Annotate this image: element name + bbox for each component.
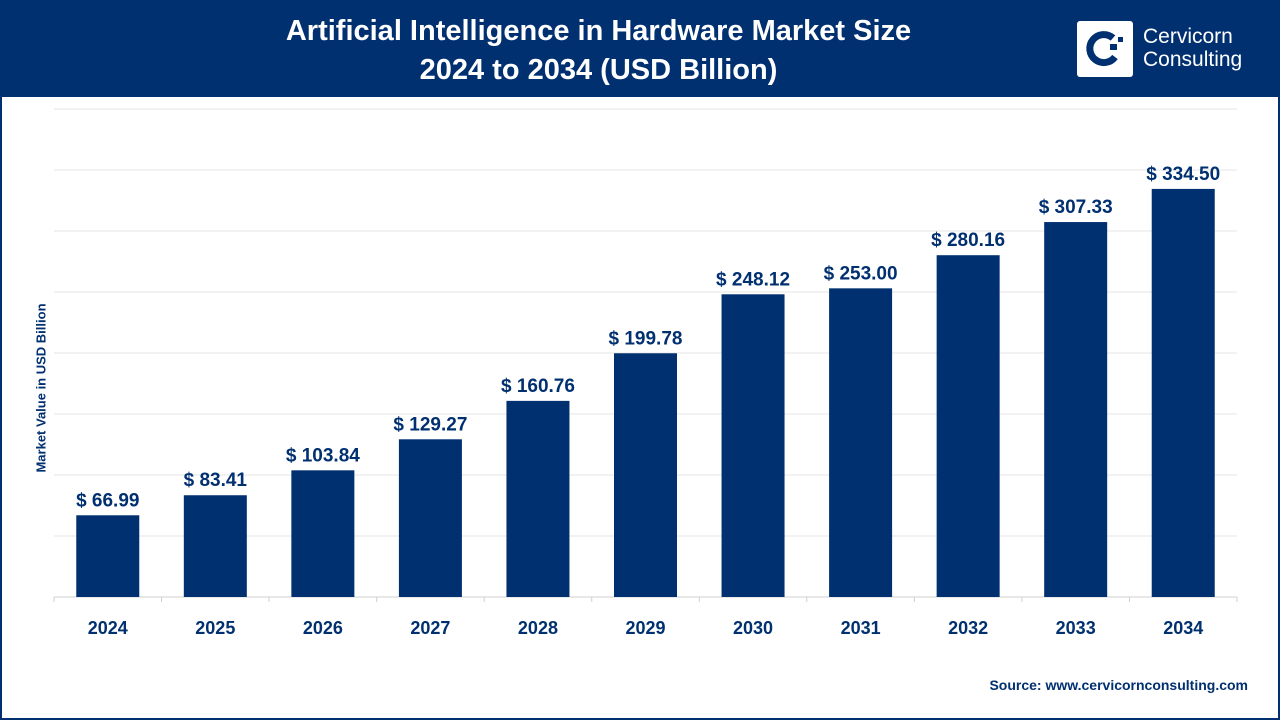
x-tick-label: 2029	[625, 618, 665, 638]
header-banner: Artificial Intelligence in Hardware Mark…	[0, 0, 1280, 97]
cervicorn-logo-icon	[1077, 21, 1133, 77]
logo-line1: Cervicorn	[1143, 25, 1233, 48]
bar-2029	[614, 353, 677, 597]
data-label: $ 129.27	[393, 414, 467, 435]
logo-line2: Consulting	[1143, 48, 1243, 71]
data-label: $ 66.99	[76, 490, 139, 511]
bar-2033	[1044, 222, 1108, 597]
data-label: $ 253.00	[824, 263, 898, 284]
data-label: $ 199.78	[609, 328, 683, 349]
bar-2032	[936, 255, 1000, 597]
bar-2027	[398, 439, 462, 597]
bar-2024	[76, 515, 140, 597]
chart-title-line1: Artificial Intelligence in Hardware Mark…	[285, 15, 912, 47]
bar-2028	[506, 400, 570, 597]
bar-2034	[1151, 188, 1215, 597]
data-label: $ 307.33	[1039, 197, 1113, 218]
x-tick-label: 2030	[733, 618, 773, 638]
data-label: $ 83.41	[184, 470, 248, 491]
x-tick-label: 2033	[1056, 618, 1096, 638]
x-tick-label: 2028	[518, 618, 558, 638]
bar-2030	[721, 294, 785, 597]
x-tick-label: 2027	[410, 618, 450, 638]
x-tick-label: 2032	[948, 618, 988, 638]
x-tick-label: 2024	[88, 618, 128, 638]
logo-text: Cervicorn Consulting	[1143, 25, 1242, 71]
bar-2031	[829, 288, 893, 597]
chart-title-line2: 2024 to 2034 (USD Billion)	[419, 54, 778, 86]
data-label: $ 103.84	[286, 445, 360, 466]
data-label: $ 280.16	[931, 230, 1005, 251]
x-tick-label: 2026	[303, 618, 343, 638]
x-tick-label: 2025	[195, 618, 235, 638]
bar-2025	[183, 495, 247, 597]
x-tick-label: 2031	[841, 618, 881, 638]
data-label: $ 160.76	[501, 376, 575, 397]
data-label: $ 248.12	[716, 269, 790, 290]
x-tick-label: 2034	[1163, 618, 1203, 638]
source-text: Source: www.cervicornconsulting.com	[989, 677, 1248, 693]
bar-2026	[291, 470, 355, 597]
data-label: $ 334.50	[1146, 164, 1220, 185]
